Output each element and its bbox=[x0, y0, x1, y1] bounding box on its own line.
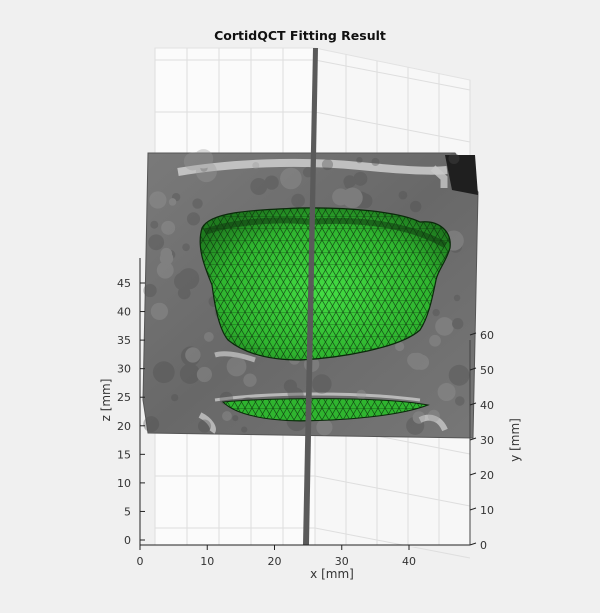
z-tick-label: 25 bbox=[117, 391, 131, 404]
z-tick-label: 10 bbox=[117, 477, 131, 490]
z-tick-label: 5 bbox=[124, 505, 131, 518]
z-tick-label: 35 bbox=[117, 334, 131, 347]
z-tick-label: 15 bbox=[117, 448, 131, 461]
y-tick-label: 20 bbox=[480, 469, 494, 482]
z-tick-label: 30 bbox=[117, 363, 131, 376]
x-tick-label: 40 bbox=[402, 555, 416, 568]
y-tick-label: 0 bbox=[480, 539, 487, 552]
z-tick-label: 20 bbox=[117, 420, 131, 433]
y-tick-mark bbox=[469, 402, 477, 406]
y-tick-label: 50 bbox=[480, 364, 494, 377]
y-tick-label: 10 bbox=[480, 504, 494, 517]
x-axis-label: x [mm] bbox=[310, 567, 354, 581]
y-tick-mark bbox=[469, 437, 477, 441]
y-tick-mark bbox=[469, 332, 477, 336]
z-tick-label: 0 bbox=[124, 534, 131, 547]
axis-lines bbox=[139, 258, 471, 546]
x-tick-label: 10 bbox=[200, 555, 214, 568]
z-tick-label: 40 bbox=[117, 306, 131, 319]
sagittal-plane bbox=[303, 48, 318, 545]
x-tick-label: 0 bbox=[137, 555, 144, 568]
y-tick-mark bbox=[469, 542, 477, 546]
fitted-mesh[interactable] bbox=[199, 207, 451, 422]
y-tick-mark bbox=[469, 507, 477, 511]
y-tick-label: 60 bbox=[480, 329, 494, 342]
z-tick-label: 45 bbox=[117, 277, 131, 290]
y-tick-label: 30 bbox=[480, 434, 494, 447]
y-axis-label: y [mm] bbox=[508, 418, 522, 462]
x-tick-label: 20 bbox=[268, 555, 282, 568]
z-axis-label: z [mm] bbox=[99, 379, 113, 422]
y-axis-ticks: 0 10 20 30 40 50 60 bbox=[469, 329, 494, 552]
y-tick-mark bbox=[469, 367, 477, 371]
y-tick-mark bbox=[469, 472, 477, 476]
y-tick-label: 40 bbox=[480, 399, 494, 412]
z-axis-ticks: 0 5 10 15 20 25 30 35 40 45 bbox=[117, 277, 145, 547]
x-axis-ticks: 0 10 20 30 40 bbox=[137, 545, 416, 568]
x-tick-label: 30 bbox=[335, 555, 349, 568]
chart-title: CortidQCT Fitting Result bbox=[214, 28, 386, 43]
